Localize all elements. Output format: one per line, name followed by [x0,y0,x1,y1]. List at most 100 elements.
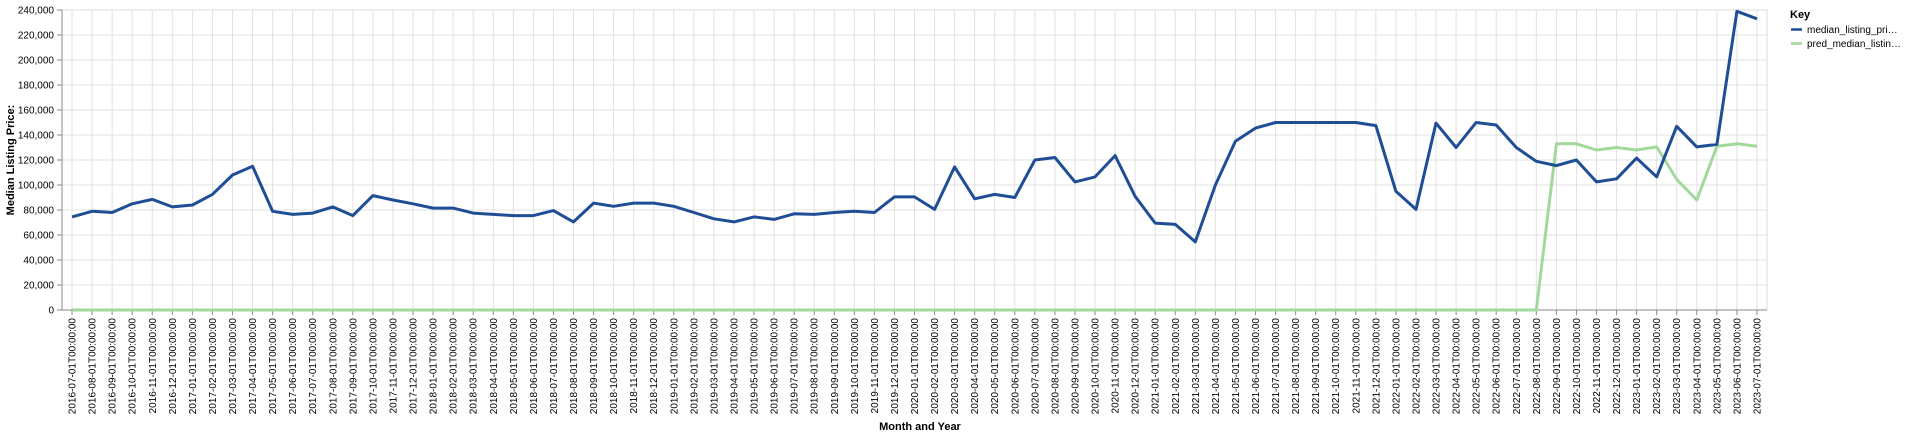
x-tick-label: 2017-10-01T00:00:00 [368,318,379,415]
y-tick-label: 100,000 [18,181,55,192]
x-tick-label: 2019-04-01T00:00:00 [729,318,740,415]
x-tick-label: 2022-09-01T00:00:00 [1552,318,1563,415]
x-tick-label: 2019-09-01T00:00:00 [830,318,841,415]
x-tick-label: 2018-02-01T00:00:00 [449,318,460,415]
x-tick-label: 2019-10-01T00:00:00 [850,318,861,415]
x-tick-label: 2017-09-01T00:00:00 [348,318,359,415]
x-tick-label: 2022-11-01T00:00:00 [1592,318,1603,414]
x-tick-label: 2021-09-01T00:00:00 [1311,318,1322,415]
x-tick-label: 2021-08-01T00:00:00 [1291,318,1302,415]
x-tick-label: 2019-08-01T00:00:00 [810,318,821,415]
y-tick-label: 140,000 [18,131,55,142]
x-tick-label: 2017-07-01T00:00:00 [308,318,319,415]
x-tick-label: 2023-06-01T00:00:00 [1732,318,1743,415]
x-tick-label: 2020-07-01T00:00:00 [1030,318,1041,415]
x-tick-label: 2017-12-01T00:00:00 [409,318,420,415]
x-tick-label: 2018-06-01T00:00:00 [529,318,540,415]
x-tick-label: 2020-03-01T00:00:00 [950,318,961,415]
x-tick-label: 2016-10-01T00:00:00 [128,318,139,415]
x-tick-label: 2019-11-01T00:00:00 [870,318,881,414]
x-tick-label: 2021-12-01T00:00:00 [1371,318,1382,415]
gridlines [61,9,1768,311]
x-tick-label: 2022-06-01T00:00:00 [1492,318,1503,415]
x-tick-label: 2023-05-01T00:00:00 [1712,318,1723,415]
x-tick-label: 2016-12-01T00:00:00 [168,318,179,415]
series-lines [71,9,1758,312]
y-tick-label: 160,000 [18,106,55,117]
x-tick-label: 2022-05-01T00:00:00 [1472,318,1483,415]
x-tick-label: 2021-11-01T00:00:00 [1351,318,1362,414]
legend-label: pred_median_listin… [1807,39,1901,50]
x-tick-label: 2017-03-01T00:00:00 [228,318,239,415]
x-tick-label: 2020-09-01T00:00:00 [1070,318,1081,415]
x-tick-label: 2017-02-01T00:00:00 [208,318,219,415]
x-tick-label: 2017-11-01T00:00:00 [388,318,399,414]
y-tick-label: 220,000 [18,31,55,42]
x-tick-label: 2019-01-01T00:00:00 [669,318,680,415]
x-tick-label: 2022-04-01T00:00:00 [1452,318,1463,415]
x-tick-label: 2019-12-01T00:00:00 [890,318,901,415]
x-tick-label: 2020-01-01T00:00:00 [910,318,921,415]
y-tick-label: 40,000 [23,256,54,267]
x-tick-label: 2020-04-01T00:00:00 [970,318,981,415]
x-tick-label: 2018-09-01T00:00:00 [589,318,600,415]
x-tick-label: 2023-03-01T00:00:00 [1672,318,1683,415]
y-tick-label: 240,000 [18,6,55,17]
legend-title: Key [1790,9,1811,21]
x-tick-label: 2021-05-01T00:00:00 [1231,318,1242,415]
y-axis: 0 20,000 40,000 60,000 80,000 100,000 120,000 1… [18,6,63,317]
x-tick-label: 2018-03-01T00:00:00 [469,318,480,415]
x-tick-label: 2021-01-01T00:00:00 [1151,318,1162,415]
x-tick-label: 2019-03-01T00:00:00 [709,318,720,415]
x-tick-label: 2022-02-01T00:00:00 [1411,318,1422,415]
x-tick-label: 2023-01-01T00:00:00 [1632,318,1643,415]
x-tick-label: 2020-02-01T00:00:00 [930,318,941,415]
series-line [72,142,1758,312]
x-tick-label: 2021-03-01T00:00:00 [1191,318,1202,415]
y-tick-label: 20,000 [23,281,54,292]
legend: Key median_listing_pri… pred_median_listi… [1790,9,1901,50]
x-tick-label: 2020-10-01T00:00:00 [1091,318,1102,415]
x-tick-label: 2022-07-01T00:00:00 [1512,318,1523,415]
y-tick-label: 200,000 [18,56,55,67]
x-tick-label: 2018-05-01T00:00:00 [509,318,520,415]
x-tick-label: 2021-07-01T00:00:00 [1271,318,1282,415]
x-tick-label: 2017-05-01T00:00:00 [268,318,279,415]
x-axis: 2016-07-01T00:00:00 2016-08-01T00:00:00 20… [62,309,1767,415]
x-tick-label: 2016-07-01T00:00:00 [68,318,79,415]
x-tick-label: 2016-11-01T00:00:00 [148,318,159,414]
x-tick-label: 2021-02-01T00:00:00 [1171,318,1182,415]
y-tick-label: 60,000 [23,231,54,242]
x-tick-label: 2017-01-01T00:00:00 [188,318,199,415]
legend-label: median_listing_pri… [1807,25,1898,36]
x-tick-label: 2023-02-01T00:00:00 [1652,318,1663,415]
x-tick-label: 2018-10-01T00:00:00 [609,318,620,415]
x-tick-label: 2016-09-01T00:00:00 [108,318,119,415]
x-tick-label: 2023-04-01T00:00:00 [1692,318,1703,415]
x-tick-label: 2018-01-01T00:00:00 [429,318,440,415]
y-axis-title: Median Listing Price: [5,105,17,216]
y-tick-label: 80,000 [23,206,54,217]
x-tick-label: 2018-07-01T00:00:00 [549,318,560,415]
x-tick-label: 2020-05-01T00:00:00 [990,318,1001,415]
x-tick-label: 2021-10-01T00:00:00 [1331,318,1342,415]
x-tick-label: 2016-08-01T00:00:00 [88,318,99,415]
x-tick-label: 2021-04-01T00:00:00 [1211,318,1222,415]
x-tick-label: 2018-08-01T00:00:00 [569,318,580,415]
x-tick-label: 2022-10-01T00:00:00 [1572,318,1583,415]
y-tick-label: 0 [48,306,54,317]
x-tick-label: 2018-12-01T00:00:00 [649,318,660,415]
x-tick-label: 2020-06-01T00:00:00 [1010,318,1021,415]
x-tick-label: 2022-01-01T00:00:00 [1391,318,1402,415]
x-axis-title: Month and Year [879,421,961,433]
x-tick-label: 2017-04-01T00:00:00 [248,318,259,415]
x-tick-label: 2020-11-01T00:00:00 [1111,318,1122,414]
x-tick-label: 2018-11-01T00:00:00 [629,318,640,414]
x-tick-label: 2017-08-01T00:00:00 [328,318,339,415]
x-tick-label: 2019-07-01T00:00:00 [790,318,801,415]
y-tick-label: 120,000 [18,156,55,167]
x-tick-label: 2017-06-01T00:00:00 [288,318,299,415]
x-tick-label: 2022-03-01T00:00:00 [1432,318,1443,415]
x-tick-label: 2022-08-01T00:00:00 [1532,318,1543,415]
